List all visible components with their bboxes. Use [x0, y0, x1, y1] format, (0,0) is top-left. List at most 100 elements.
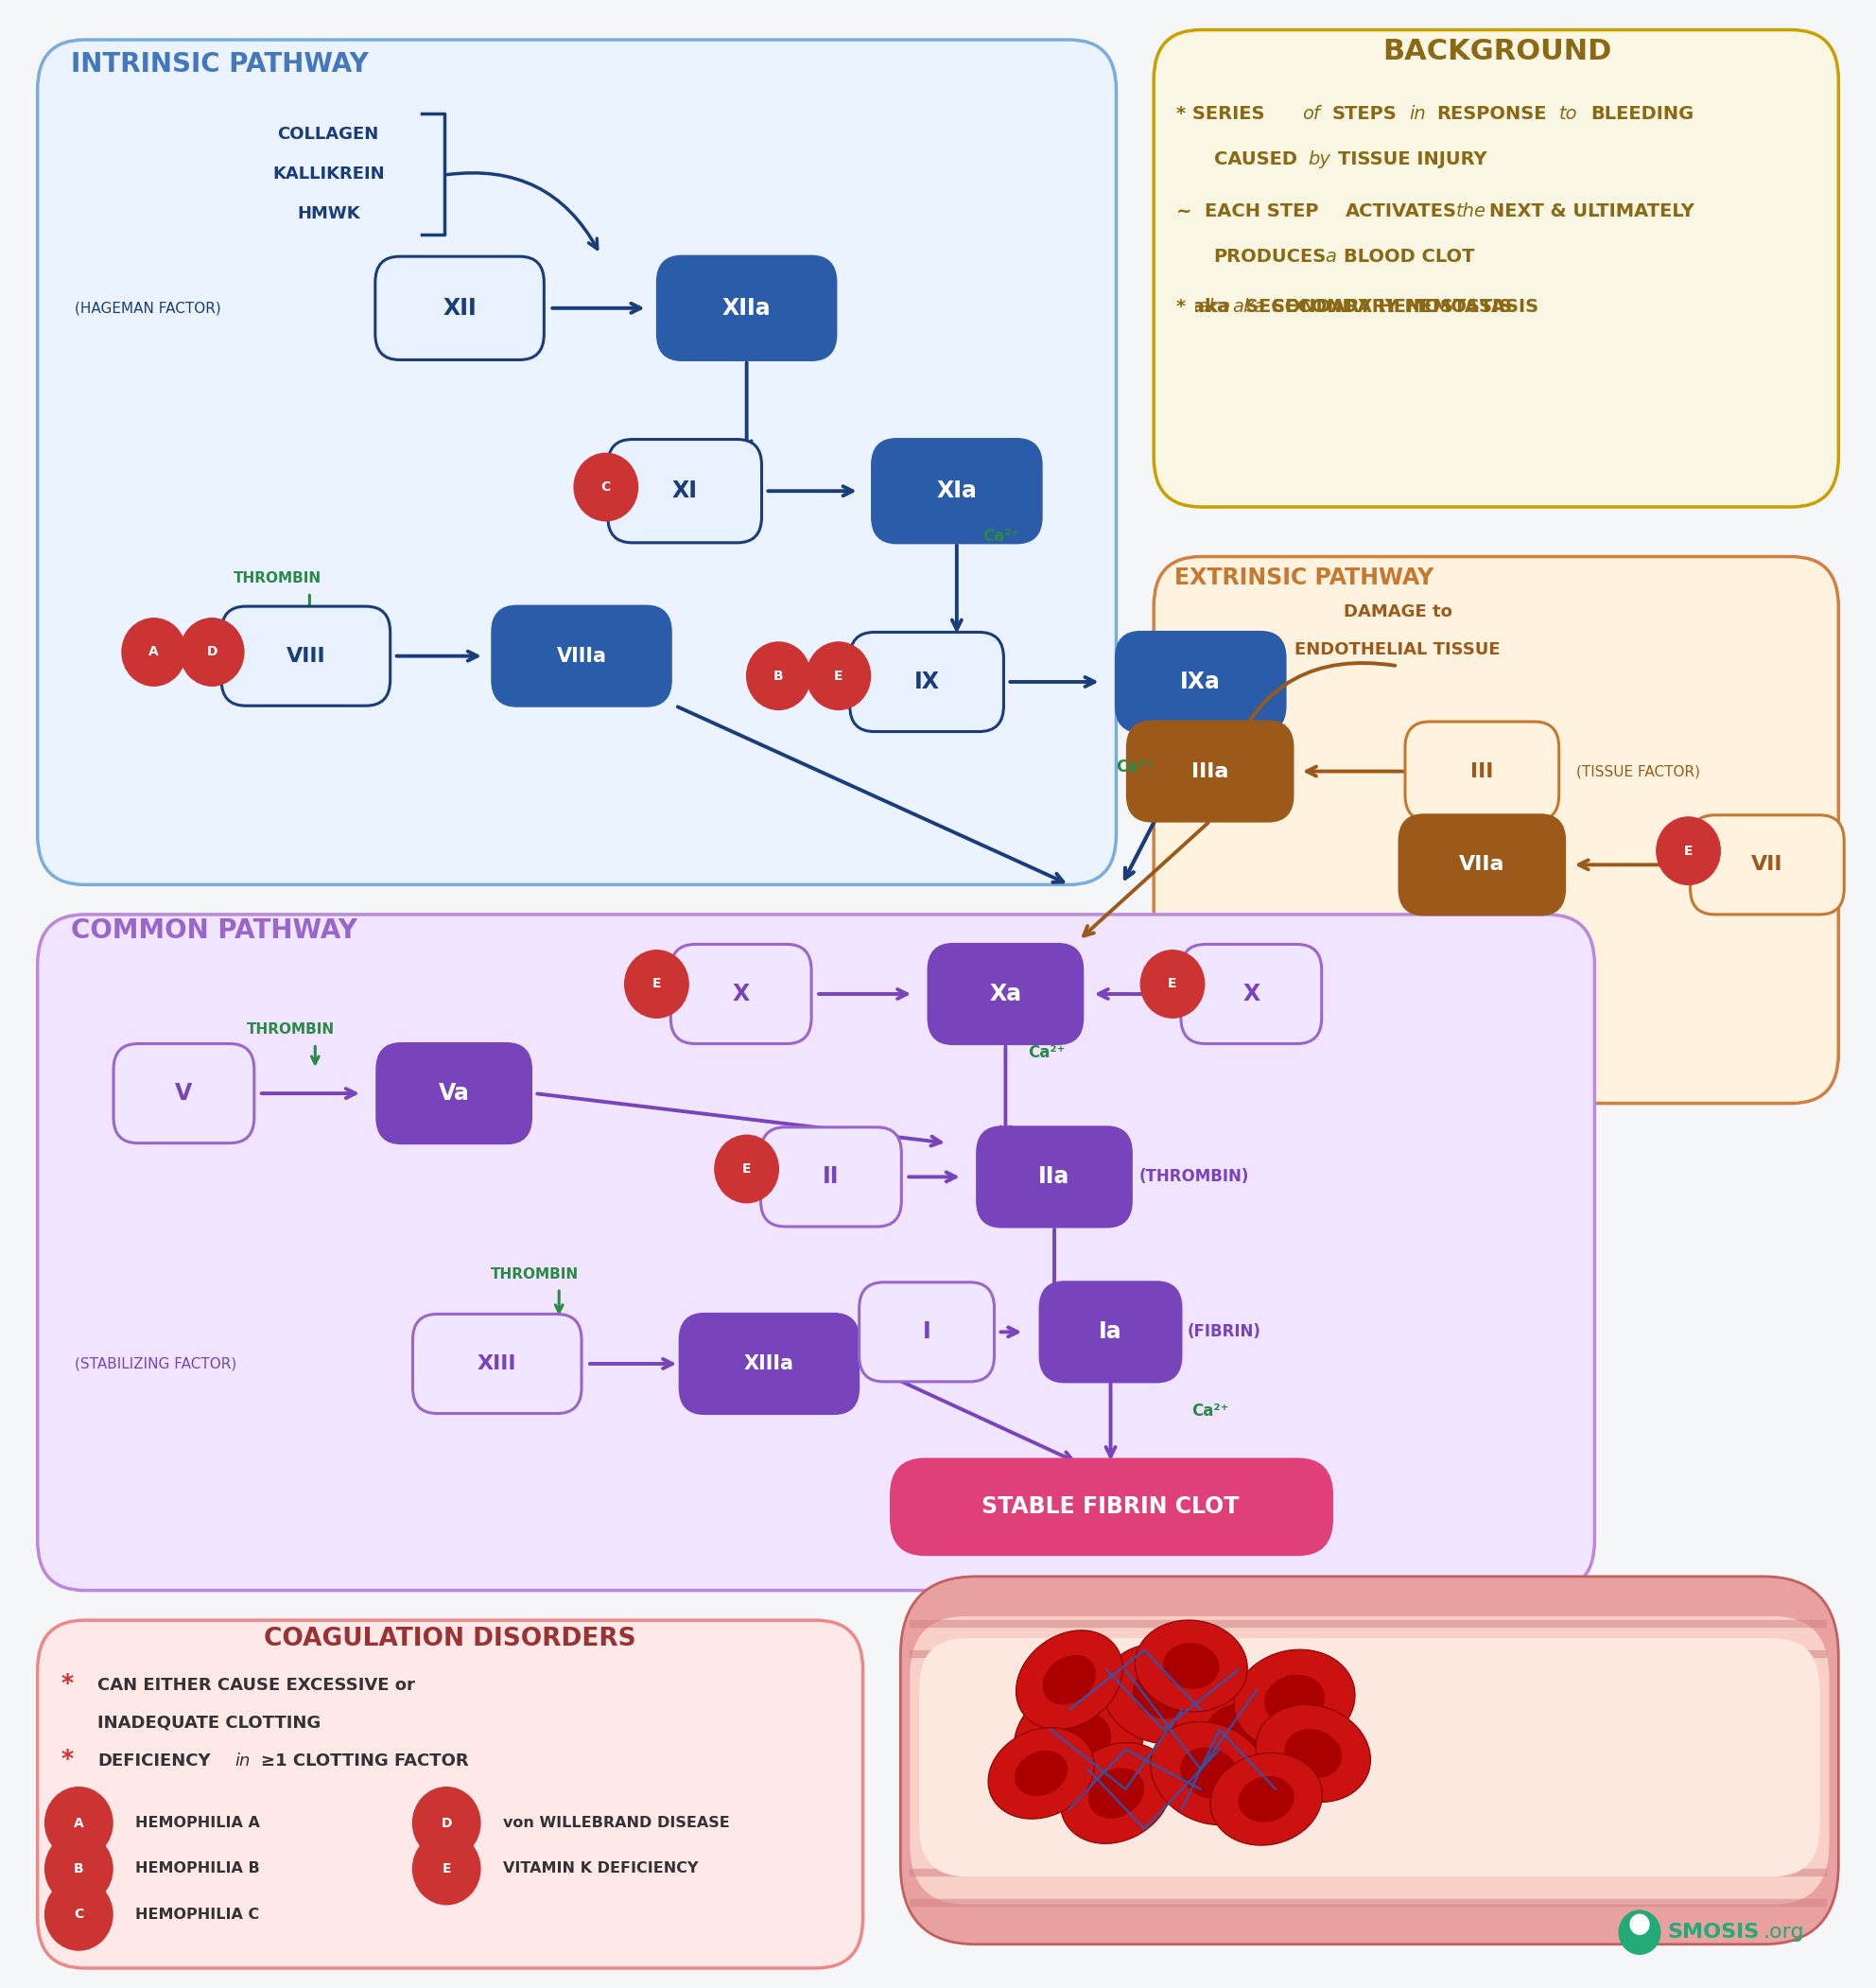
Text: (THROMBIN): (THROMBIN) [1139, 1169, 1249, 1185]
Circle shape [574, 453, 638, 521]
Text: Va: Va [439, 1081, 469, 1105]
Text: E: E [1169, 978, 1176, 990]
Text: ~  EACH STEP: ~ EACH STEP [1176, 203, 1319, 221]
FancyBboxPatch shape [1405, 722, 1559, 821]
FancyBboxPatch shape [850, 632, 1004, 732]
Circle shape [45, 1833, 113, 1905]
Text: (FIBRIN): (FIBRIN) [1188, 1324, 1261, 1340]
Text: STEPS: STEPS [1332, 105, 1398, 123]
FancyBboxPatch shape [1039, 1282, 1182, 1382]
Text: a: a [1324, 248, 1336, 266]
FancyBboxPatch shape [114, 1044, 253, 1143]
Text: *: * [1176, 298, 1193, 316]
FancyBboxPatch shape [413, 1314, 582, 1413]
Text: by: by [1308, 151, 1330, 169]
FancyBboxPatch shape [38, 1620, 863, 1968]
Text: D: D [206, 646, 218, 658]
Text: ≥1 CLOTTING FACTOR: ≥1 CLOTTING FACTOR [261, 1751, 469, 1769]
FancyBboxPatch shape [375, 256, 544, 360]
Ellipse shape [1255, 1704, 1371, 1803]
FancyBboxPatch shape [859, 1282, 994, 1382]
Text: Ca²⁺: Ca²⁺ [1116, 757, 1154, 775]
Text: E: E [653, 978, 660, 990]
Text: VIIIa: VIIIa [557, 646, 606, 666]
FancyBboxPatch shape [1182, 944, 1321, 1044]
Text: STABLE FIBRIN CLOT: STABLE FIBRIN CLOT [981, 1495, 1240, 1519]
Text: O: O [1626, 1922, 1645, 1942]
Ellipse shape [1133, 1668, 1193, 1720]
FancyBboxPatch shape [492, 606, 672, 706]
Text: XIIIa: XIIIa [745, 1354, 794, 1374]
Text: C: C [600, 481, 612, 493]
Text: TISSUE INJURY: TISSUE INJURY [1338, 151, 1486, 169]
FancyBboxPatch shape [1690, 815, 1844, 914]
Text: III: III [1471, 761, 1493, 781]
Text: in: in [234, 1751, 250, 1769]
Ellipse shape [1013, 1684, 1144, 1795]
Ellipse shape [1206, 1704, 1270, 1755]
Ellipse shape [1285, 1730, 1341, 1777]
FancyBboxPatch shape [977, 1127, 1131, 1227]
Text: IX: IX [914, 670, 940, 694]
FancyBboxPatch shape [38, 914, 1595, 1590]
Text: HMWK: HMWK [296, 205, 360, 223]
Text: PRODUCES: PRODUCES [1214, 248, 1326, 266]
Circle shape [45, 1879, 113, 1950]
Text: CAUSED: CAUSED [1214, 151, 1296, 169]
Text: DEFICIENCY: DEFICIENCY [98, 1751, 210, 1769]
Text: COLLAGEN: COLLAGEN [278, 125, 379, 143]
FancyBboxPatch shape [658, 256, 837, 360]
Text: von WILLEBRAND DISEASE: von WILLEBRAND DISEASE [503, 1815, 730, 1831]
Text: I: I [923, 1320, 930, 1344]
Circle shape [807, 642, 870, 710]
Text: *: * [62, 1747, 83, 1769]
Ellipse shape [1238, 1775, 1294, 1823]
Text: E: E [1685, 845, 1692, 857]
Circle shape [747, 642, 810, 710]
Circle shape [180, 618, 244, 686]
Text: HEMOPHILIA C: HEMOPHILIA C [135, 1906, 259, 1922]
Text: CAN EITHER CAUSE EXCESSIVE or: CAN EITHER CAUSE EXCESSIVE or [98, 1676, 415, 1694]
Ellipse shape [1210, 1753, 1323, 1845]
Text: IIIa: IIIa [1191, 761, 1229, 781]
FancyBboxPatch shape [929, 944, 1082, 1044]
FancyBboxPatch shape [910, 1616, 1829, 1905]
Text: XIII: XIII [478, 1354, 516, 1374]
Text: E: E [443, 1863, 450, 1875]
Text: Ca²⁺: Ca²⁺ [983, 527, 1021, 545]
Text: BACKGROUND: BACKGROUND [1383, 38, 1611, 66]
Text: A: A [148, 646, 159, 658]
Text: IXa: IXa [1180, 670, 1221, 694]
FancyBboxPatch shape [1154, 557, 1838, 1103]
Ellipse shape [989, 1728, 1094, 1819]
FancyBboxPatch shape [377, 1044, 531, 1143]
Text: THROMBIN: THROMBIN [234, 571, 321, 584]
Text: THROMBIN: THROMBIN [492, 1266, 578, 1280]
Text: *: * [62, 1672, 83, 1694]
Text: V: V [174, 1081, 193, 1105]
Text: SMOSIS: SMOSIS [1668, 1922, 1760, 1942]
FancyBboxPatch shape [38, 40, 1116, 885]
Ellipse shape [1060, 1743, 1172, 1843]
Text: in: in [1409, 105, 1426, 123]
Text: RESPONSE: RESPONSE [1437, 105, 1548, 123]
Circle shape [413, 1787, 480, 1859]
Ellipse shape [1043, 1656, 1096, 1704]
Ellipse shape [1135, 1620, 1248, 1712]
Text: D: D [441, 1817, 452, 1829]
Text: Ca²⁺: Ca²⁺ [1028, 1044, 1066, 1062]
Text: SECONDARY HEMOSTASIS: SECONDARY HEMOSTASIS [1246, 298, 1512, 316]
Text: aka: aka [1233, 298, 1266, 316]
Text: B: B [773, 670, 784, 682]
Text: BLOOD CLOT: BLOOD CLOT [1343, 248, 1475, 266]
Circle shape [413, 1833, 480, 1905]
Text: E: E [835, 670, 842, 682]
FancyBboxPatch shape [672, 944, 812, 1044]
Text: X: X [1242, 982, 1261, 1006]
Text: VII: VII [1752, 855, 1782, 875]
FancyBboxPatch shape [1399, 815, 1565, 914]
Text: SECONDARY HEMOSTASIS: SECONDARY HEMOSTASIS [1272, 298, 1538, 316]
Text: HEMOPHILIA A: HEMOPHILIA A [135, 1815, 259, 1831]
FancyBboxPatch shape [872, 439, 1041, 543]
Circle shape [1657, 817, 1720, 885]
